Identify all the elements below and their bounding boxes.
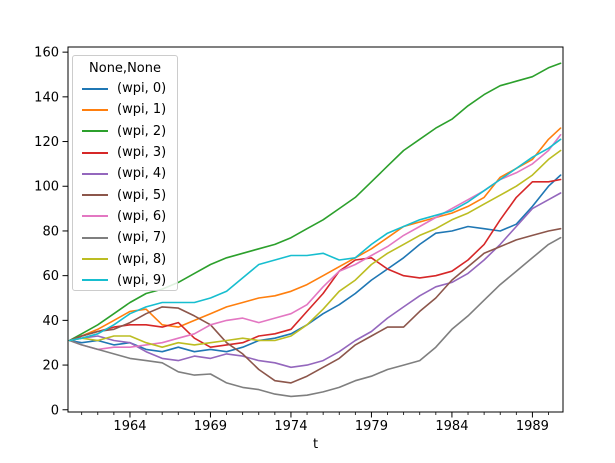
y-tick-label: 0 [51, 403, 59, 418]
legend-label: (wpi, 3) [117, 145, 167, 161]
legend-line-swatch [82, 151, 108, 154]
y-tick-label: 40 [42, 314, 59, 329]
y-tick-label: 20 [42, 359, 59, 374]
legend-box: None,None (wpi, 0) (wpi, 1) (wpi, 2) (wpi, … [72, 55, 178, 291]
series-line-wpi-0 [68, 174, 562, 353]
legend-item: (wpi, 6) [73, 206, 177, 227]
x-axis-label: t [313, 437, 318, 452]
x-tick-label: 1989 [516, 419, 549, 434]
legend-item: (wpi, 2) [73, 121, 177, 142]
legend-label: (wpi, 6) [117, 208, 167, 224]
legend-label: (wpi, 8) [117, 251, 167, 267]
x-tick-label: 1979 [355, 419, 388, 434]
x-tick-label: 1984 [435, 419, 468, 434]
y-tick-label: 80 [42, 224, 59, 239]
legend-label: (wpi, 9) [117, 272, 167, 288]
legend-line-swatch [82, 108, 108, 111]
series-line-wpi-5 [68, 227, 562, 384]
y-tick-label: 160 [34, 46, 59, 61]
y-tick-label: 140 [34, 90, 59, 105]
legend-label: (wpi, 0) [117, 81, 167, 97]
legend-line-swatch [82, 258, 108, 261]
x-tick-label: 1969 [194, 419, 227, 434]
legend-item: (wpi, 4) [73, 163, 177, 184]
series-line-wpi-4 [68, 192, 562, 369]
legend-title: None,None [89, 61, 161, 76]
y-tick-label: 120 [34, 135, 59, 150]
y-tick-label: 100 [34, 180, 59, 195]
legend-line-swatch [82, 279, 108, 282]
legend-item: (wpi, 8) [73, 248, 177, 269]
legend-items: (wpi, 0) (wpi, 1) (wpi, 2) (wpi, 3) (wpi, 4)… [73, 78, 177, 291]
legend-line-swatch [82, 236, 108, 239]
legend-item: (wpi, 7) [73, 227, 177, 248]
legend-label: (wpi, 1) [117, 102, 167, 118]
legend-label: (wpi, 4) [117, 166, 167, 182]
series-line-wpi-3 [68, 178, 562, 349]
legend-line-swatch [82, 215, 108, 218]
legend-item: (wpi, 0) [73, 78, 177, 99]
legend-line-swatch [82, 172, 108, 175]
legend-item: (wpi, 1) [73, 99, 177, 120]
legend-label: (wpi, 5) [117, 187, 167, 203]
legend-line-swatch [82, 194, 108, 197]
x-tick-label: 1974 [274, 419, 307, 434]
x-tick-label: 1964 [113, 419, 146, 434]
y-tick-label: 60 [42, 269, 59, 284]
axes-frame [67, 46, 564, 413]
legend-line-swatch [82, 130, 108, 133]
series-line-wpi-7 [68, 236, 562, 398]
legend-item: (wpi, 9) [73, 270, 177, 291]
legend-item: (wpi, 3) [73, 142, 177, 163]
legend-label: (wpi, 2) [117, 123, 167, 139]
series-line-wpi-2 [68, 62, 562, 342]
series-line-wpi-8 [68, 149, 562, 349]
series-line-wpi-9 [68, 138, 562, 342]
legend-line-swatch [82, 87, 108, 90]
legend-label: (wpi, 7) [117, 230, 167, 246]
legend-item: (wpi, 5) [73, 184, 177, 205]
